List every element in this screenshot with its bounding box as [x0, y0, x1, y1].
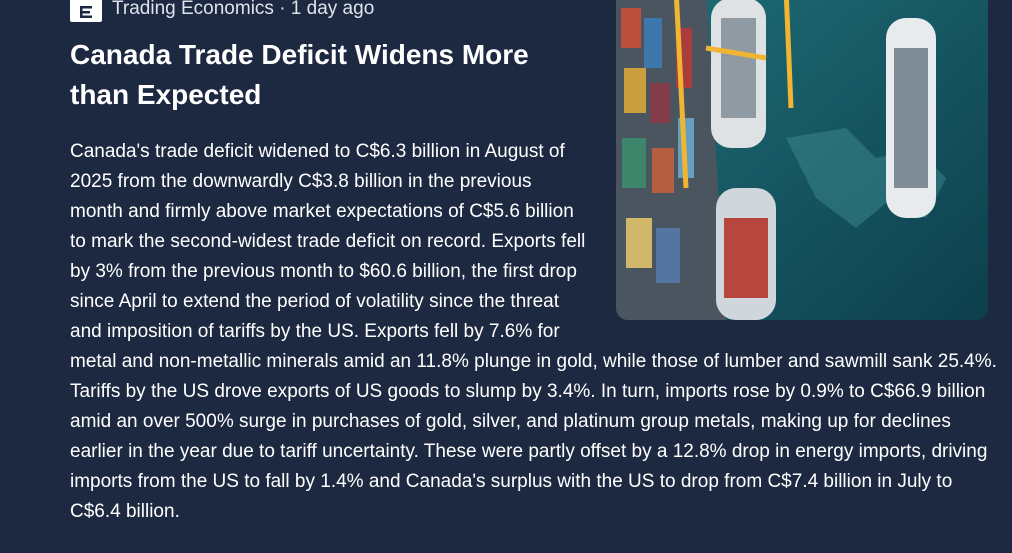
article-body: Canada's trade deficit widened to C$6.3 … — [70, 137, 1000, 527]
image-illustration — [616, 0, 988, 320]
source-logo — [70, 0, 102, 22]
article-image[interactable] — [616, 0, 988, 320]
image-wrap-spacer — [588, 137, 1000, 337]
article-title[interactable]: Canada Trade Deficit Widens More than Ex… — [70, 39, 529, 110]
source-line[interactable]: Trading Economics · 1 day ago — [112, 0, 375, 19]
article-body-text: Canada's trade deficit widened to C$6.3 … — [70, 141, 997, 522]
